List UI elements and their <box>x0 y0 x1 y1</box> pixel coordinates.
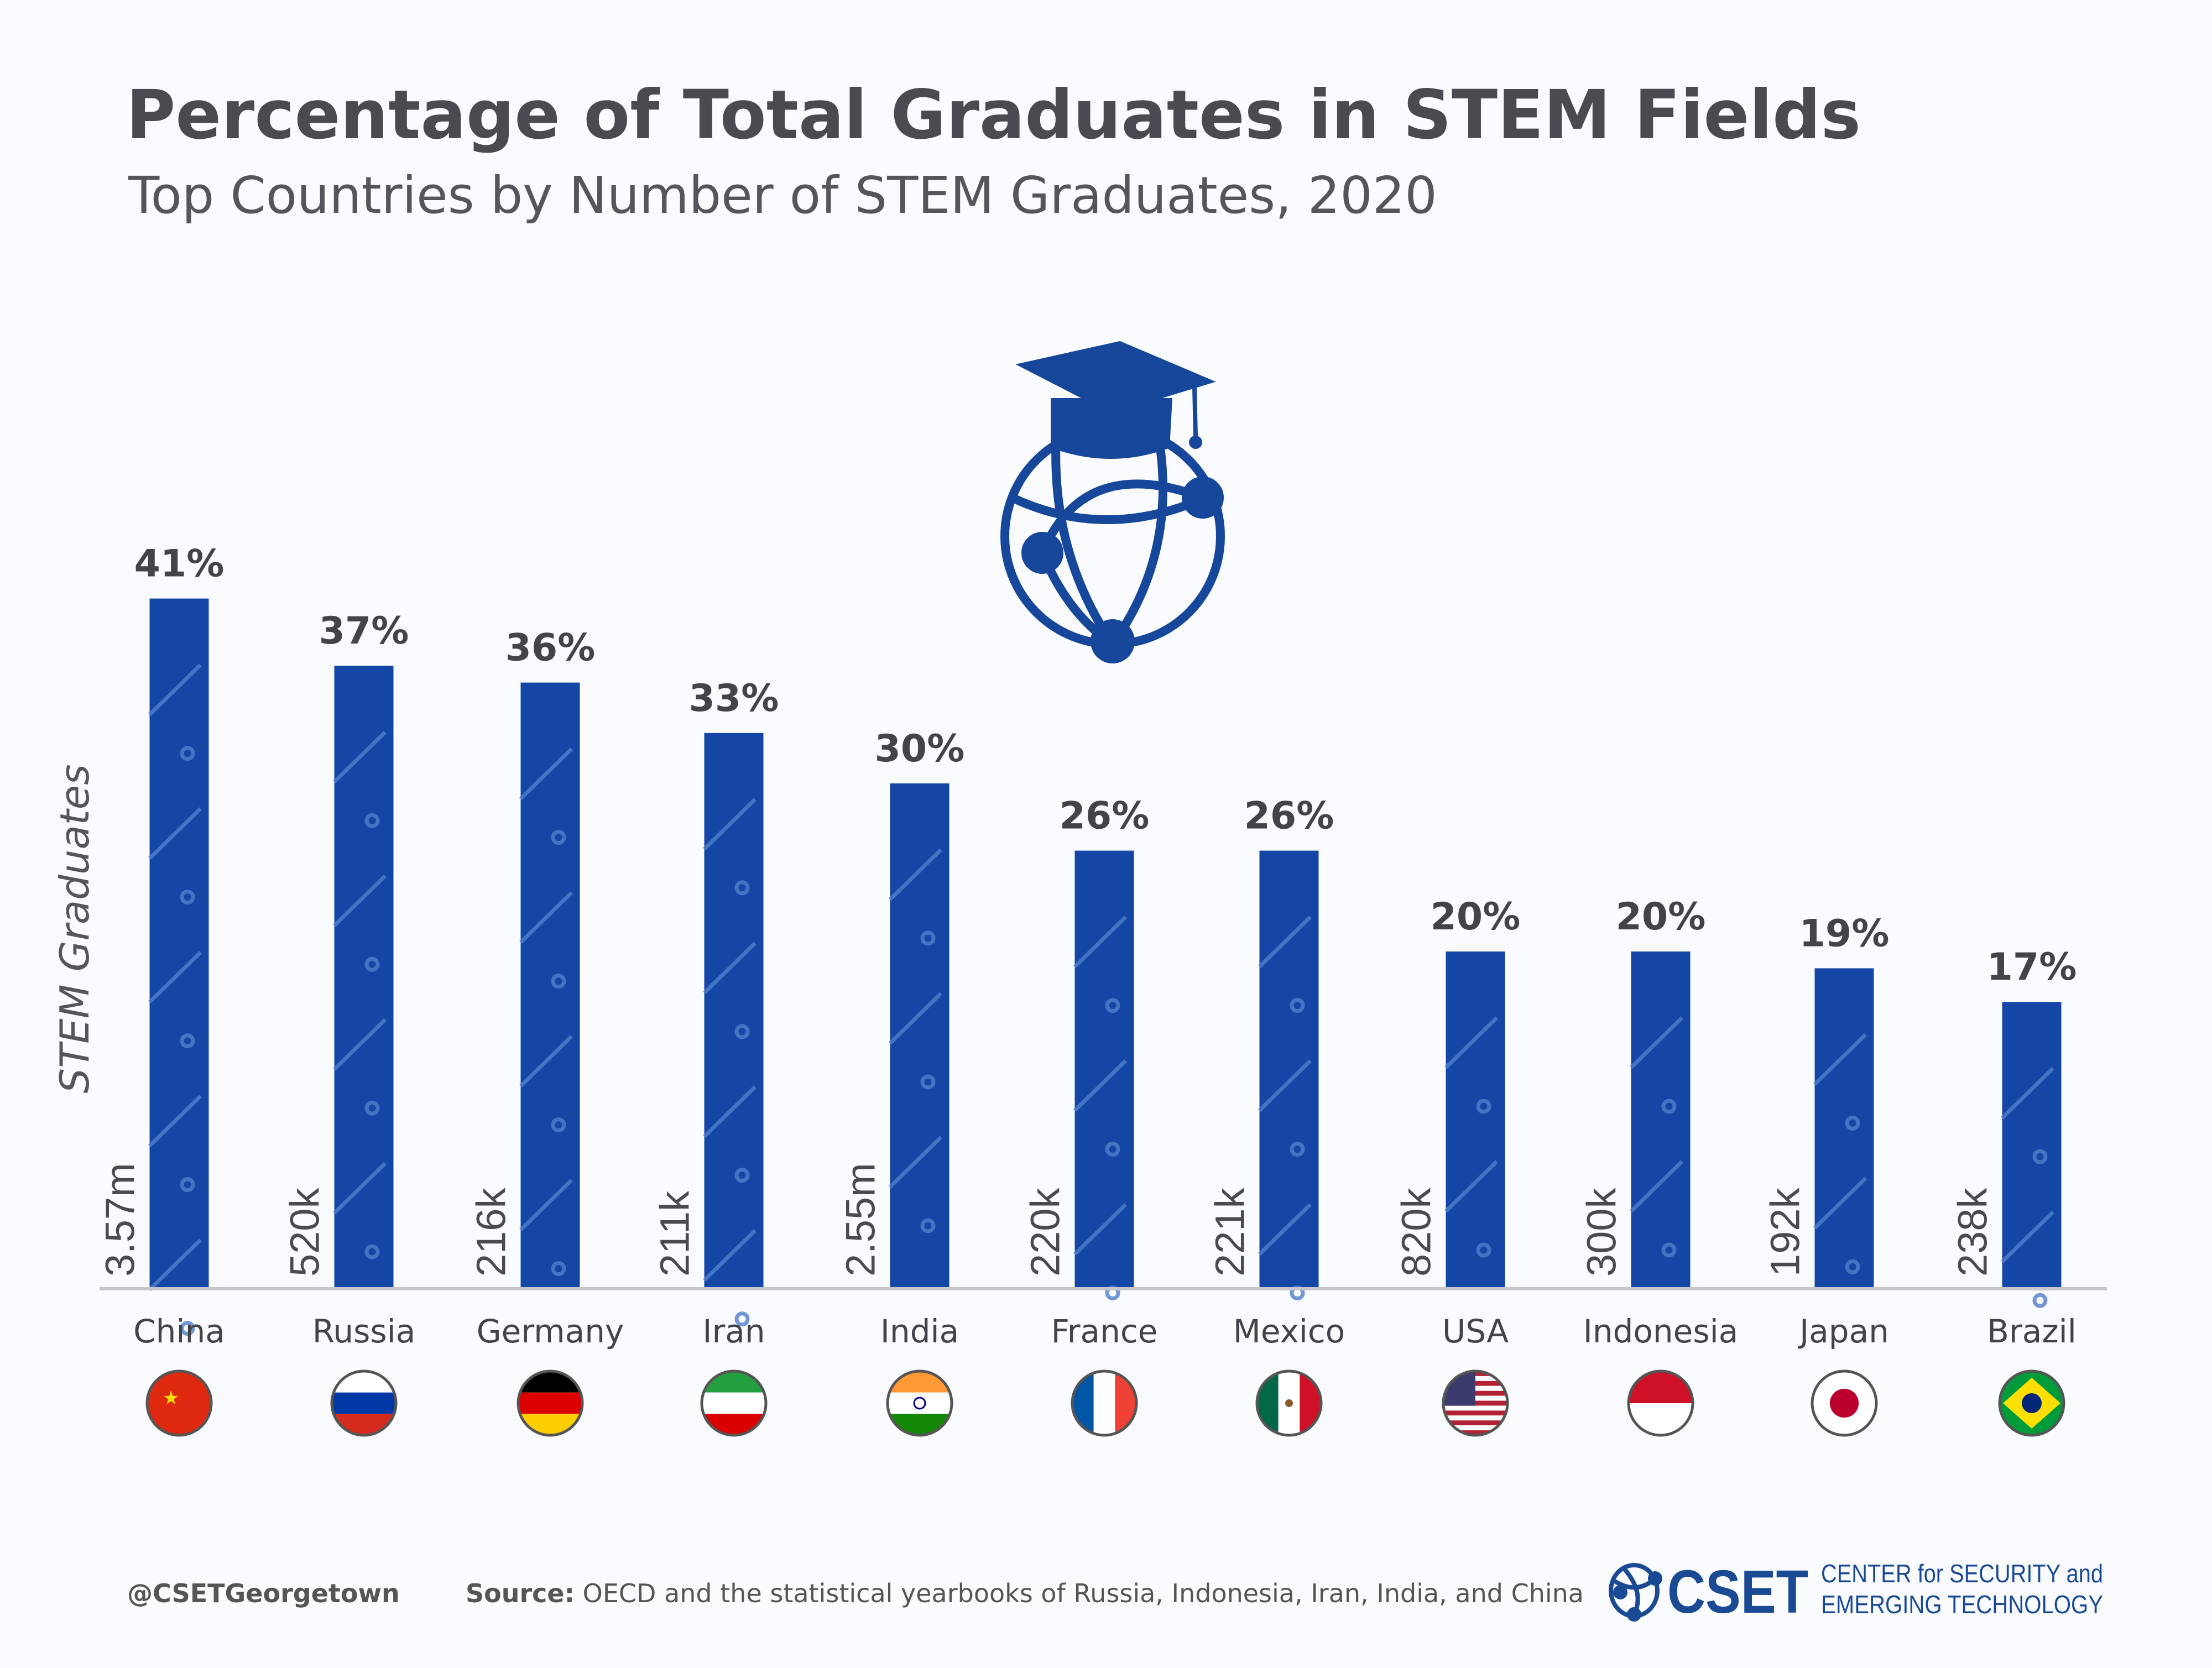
logo-line-1: CENTER for SECURITY and <box>1821 1559 2103 1588</box>
source-label: Source: <box>466 1578 575 1608</box>
footer-source: Source: OECD and the statistical yearboo… <box>466 1578 1584 1608</box>
graduate-count-label: 192k <box>1762 1188 1808 1277</box>
circuit-pattern-decoration <box>1813 1033 1867 1274</box>
value-label: 26% <box>1244 794 1334 838</box>
graduate-count-label: 221k <box>1207 1188 1253 1277</box>
value-label: 20% <box>1616 895 1706 939</box>
bar-france <box>1074 850 1134 1288</box>
bar-usa <box>1446 951 1505 1288</box>
value-label: 17% <box>1987 945 2077 989</box>
svg-text:★: ★ <box>163 1387 179 1409</box>
bar-group-brazil: 17% 238k Brazil <box>1950 945 2077 1437</box>
value-label: 41% <box>134 542 225 586</box>
flag-iran-icon <box>700 1369 768 1437</box>
circuit-pattern-decoration <box>1444 1016 1498 1258</box>
graduation-cap-globe-icon <box>1000 341 1225 663</box>
value-label: 19% <box>1799 912 1890 955</box>
chart-title: Percentage of Total Graduates in STEM Fi… <box>126 76 1861 154</box>
flag-russia-icon <box>330 1369 398 1437</box>
circuit-pattern-decoration <box>519 747 573 1277</box>
bar-group-japan: 19% 192k Japan <box>1762 912 1890 1437</box>
bar-group-india: 30% 2.55m India <box>838 727 965 1437</box>
circuit-pattern-decoration <box>333 730 387 1259</box>
category-label: Russia <box>312 1313 416 1350</box>
bar-germany <box>520 682 580 1288</box>
bar-group-russia: 37% 520k Russia <box>282 609 416 1437</box>
value-label: 33% <box>689 677 779 720</box>
flag-indonesia-icon <box>1627 1369 1694 1437</box>
bar-group-germany: 36% 216k Germany <box>468 626 624 1437</box>
category-label: Indonesia <box>1583 1313 1738 1350</box>
graduate-count-label: 216k <box>468 1188 514 1277</box>
graduate-count-label: 220k <box>1022 1188 1068 1277</box>
category-label: India <box>880 1313 959 1350</box>
category-label: Germany <box>477 1313 624 1350</box>
category-label: France <box>1051 1313 1158 1350</box>
chart-subtitle: Top Countries by Number of STEM Graduate… <box>128 166 1437 225</box>
value-label: 37% <box>319 609 409 653</box>
bar-group-china: 41% 3.57m China ★ <box>97 542 225 1437</box>
flag-brazil-icon <box>1998 1369 2065 1437</box>
category-label: Japan <box>1798 1313 1889 1350</box>
flag-china-icon: ★ <box>145 1369 213 1437</box>
bar-brazil <box>2002 1002 2062 1288</box>
source-text: OECD and the statistical yearbooks of Ru… <box>575 1578 1584 1608</box>
bar-indonesia <box>1631 951 1691 1288</box>
graduate-count-label: 820k <box>1394 1188 1439 1277</box>
category-label: USA <box>1442 1313 1509 1350</box>
circuit-pattern-decoration <box>703 798 757 1327</box>
graduate-count-label: 238k <box>1950 1188 1996 1277</box>
logo-line-2: EMERGING TECHNOLOGY <box>1821 1590 2103 1619</box>
cset-logo: CSET CENTER for SECURITY and EMERGING TE… <box>1609 1558 2103 1626</box>
bar-russia <box>334 666 394 1288</box>
bar-group-france: 26% 220k France <box>1022 794 1158 1437</box>
circuit-pattern-decoration <box>1073 916 1127 1301</box>
bar-iran <box>704 733 764 1288</box>
flag-mexico-icon <box>1255 1369 1323 1437</box>
graduate-count-label: 300k <box>1579 1188 1625 1277</box>
y-axis-label: STEM Graduates <box>51 764 98 1093</box>
graduate-count-label: 2.55m <box>838 1163 884 1277</box>
graduate-count-label: 211k <box>652 1190 698 1277</box>
flag-germany-icon <box>517 1369 584 1437</box>
bar-china <box>149 598 209 1288</box>
flag-india-icon <box>886 1369 953 1437</box>
bar-group-mexico: 26% 221k Mexico <box>1207 794 1345 1437</box>
graduate-count-label: 520k <box>282 1188 328 1277</box>
value-label: 30% <box>875 727 965 771</box>
circuit-pattern-decoration <box>2001 1066 2054 1308</box>
circuit-pattern-decoration <box>1258 916 1312 1301</box>
circuit-pattern-decoration <box>1630 1016 1683 1258</box>
footer-handle: @CSETGeorgetown <box>127 1578 400 1608</box>
category-label: Mexico <box>1233 1313 1345 1350</box>
graduate-count-label: 3.57m <box>97 1163 143 1277</box>
category-label: China <box>133 1313 225 1350</box>
flag-japan-icon <box>1811 1369 1878 1437</box>
value-label: 20% <box>1431 895 1521 939</box>
circuit-pattern-decoration <box>889 848 942 1233</box>
logo-wordmark: CSET <box>1667 1558 1808 1626</box>
flag-usa-icon <box>1442 1369 1509 1437</box>
value-label: 26% <box>1060 794 1150 838</box>
circuit-pattern-decoration <box>148 663 202 1336</box>
category-label: Brazil <box>1987 1313 2077 1350</box>
bar-mexico <box>1259 850 1319 1288</box>
value-label: 36% <box>505 626 596 670</box>
bar-japan <box>1814 968 1874 1288</box>
category-label: Iran <box>702 1313 765 1350</box>
flag-france-icon <box>1071 1369 1138 1437</box>
bar-group-indonesia: 20% 300k Indonesia <box>1579 895 1738 1437</box>
